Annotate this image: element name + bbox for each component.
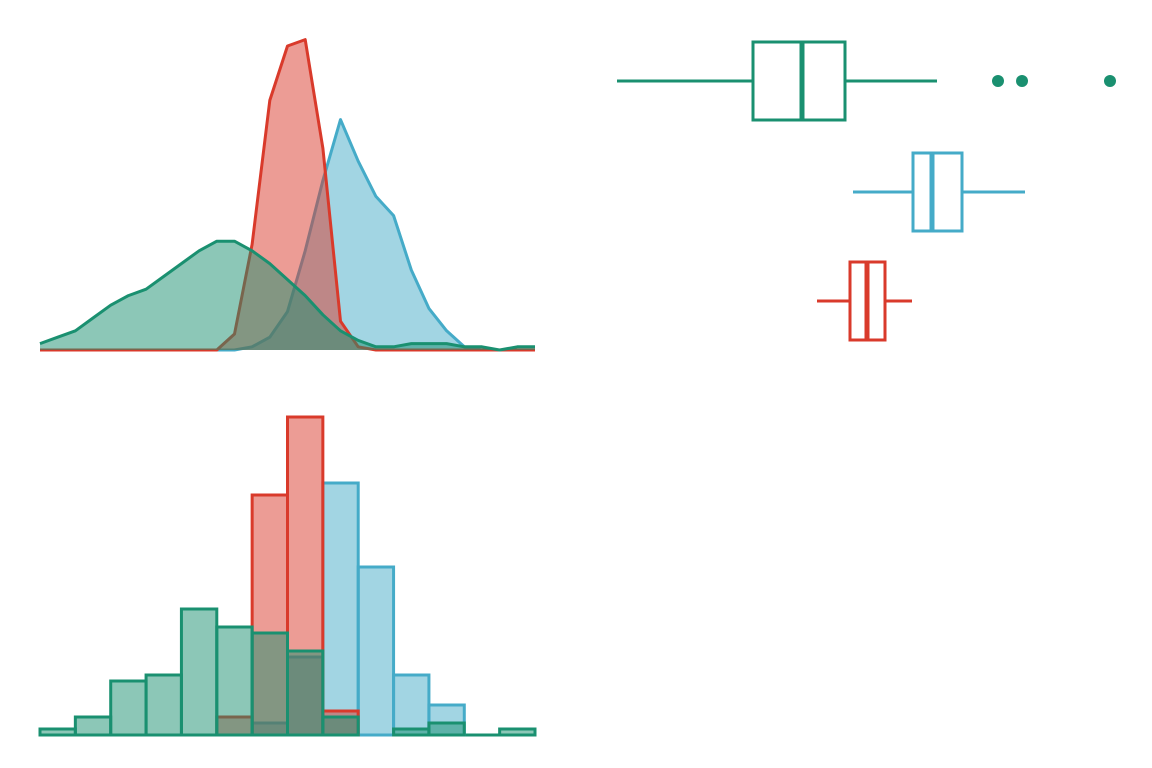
hist-bar xyxy=(321,481,360,737)
hist-bar xyxy=(392,673,431,737)
hist-bar xyxy=(392,727,431,737)
hist-bar xyxy=(356,565,396,737)
hist-bar xyxy=(250,631,289,737)
box xyxy=(751,40,847,122)
box xyxy=(911,151,964,233)
hist-bar xyxy=(73,715,113,737)
density-line xyxy=(39,239,535,352)
hist-bar xyxy=(498,727,537,737)
hist-bar xyxy=(38,727,77,737)
hist-bar xyxy=(144,673,183,737)
hist-bar xyxy=(286,649,325,737)
hist-bar xyxy=(321,715,360,737)
outlier xyxy=(1104,75,1116,87)
hist-bar xyxy=(427,721,466,737)
hist-bar xyxy=(215,625,254,737)
density-area xyxy=(40,241,535,350)
hist-bar xyxy=(109,679,148,737)
outlier xyxy=(1016,75,1028,87)
outlier xyxy=(992,75,1004,87)
density-area xyxy=(40,119,535,350)
hist-bar xyxy=(179,607,219,737)
density-area xyxy=(40,39,535,350)
